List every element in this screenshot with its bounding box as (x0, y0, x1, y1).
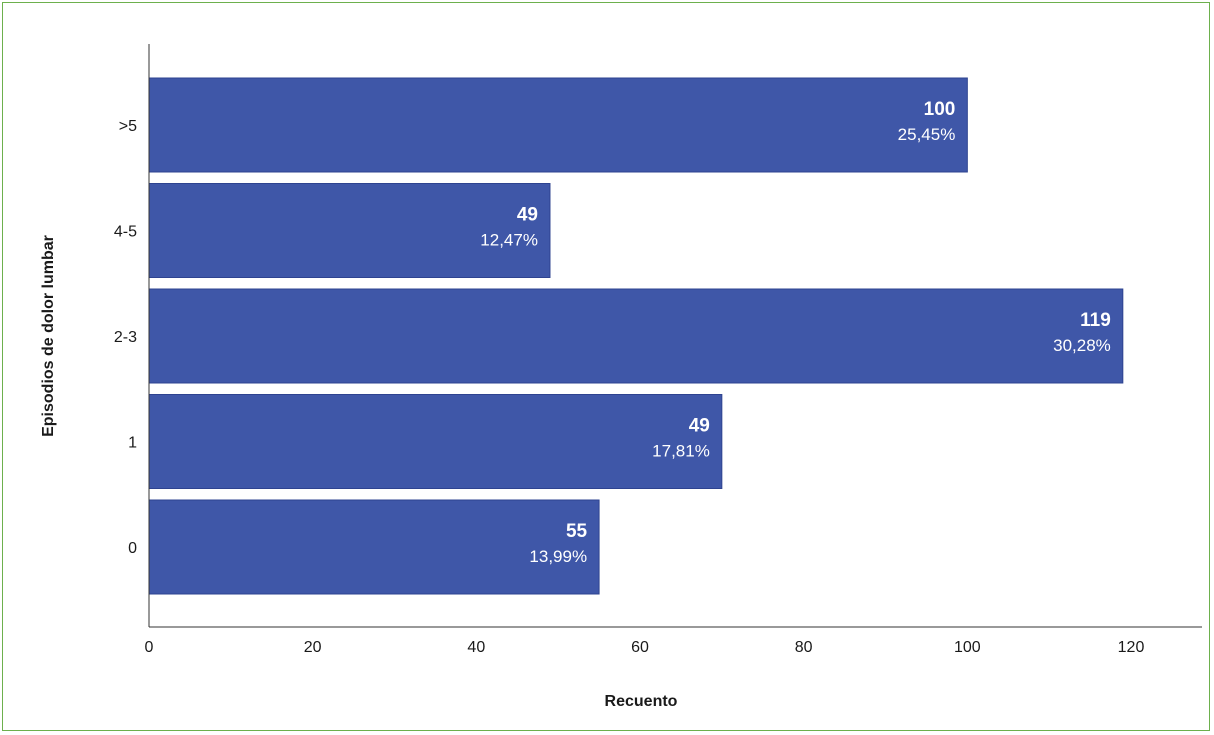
x-tick-label: 100 (954, 639, 981, 656)
x-tick-label: 20 (304, 639, 322, 656)
bar-percent-label: 25,45% (898, 125, 956, 144)
bar-value-label: 49 (689, 416, 710, 437)
y-tick-label: 2-3 (114, 329, 137, 346)
x-tick-label: 0 (145, 639, 154, 656)
y-category-labels: >5 4-5 2-3 1 0 (114, 118, 137, 557)
x-axis-title: Recuento (605, 693, 678, 710)
y-tick-label: 1 (128, 435, 137, 452)
x-tick-label: 80 (795, 639, 813, 656)
y-tick-label: 4-5 (114, 224, 137, 241)
bar (148, 394, 723, 489)
bar (148, 288, 1124, 384)
bar-value-label: 100 (924, 99, 956, 120)
bar-percent-label: 13,99% (529, 547, 587, 566)
y-axis-title: Episodios de dolor lumbar (40, 235, 57, 437)
y-tick-label: >5 (119, 118, 137, 135)
y-tick-label: 0 (128, 540, 137, 557)
bar (148, 77, 968, 173)
bar-value-label: 119 (1080, 310, 1111, 331)
x-tick-label: 40 (467, 639, 485, 656)
bar-percent-label: 30,28% (1053, 336, 1111, 355)
bar-percent-label: 17,81% (652, 442, 710, 461)
bar-percent-label: 12,47% (480, 231, 538, 250)
bar-value-label: 49 (517, 205, 538, 226)
x-tick-label: 120 (1118, 639, 1145, 656)
x-tick-label: 60 (631, 639, 649, 656)
x-tick-labels: 0 20 40 60 80 100 120 (145, 639, 1145, 656)
bars-group: 100 25,45% 49 12,47% 119 30,28% 49 17,81% 55 13,9… (148, 77, 1124, 595)
bar (148, 183, 551, 278)
axes-group (148, 44, 1202, 628)
bar (148, 499, 600, 595)
bar-value-label: 55 (566, 521, 588, 542)
